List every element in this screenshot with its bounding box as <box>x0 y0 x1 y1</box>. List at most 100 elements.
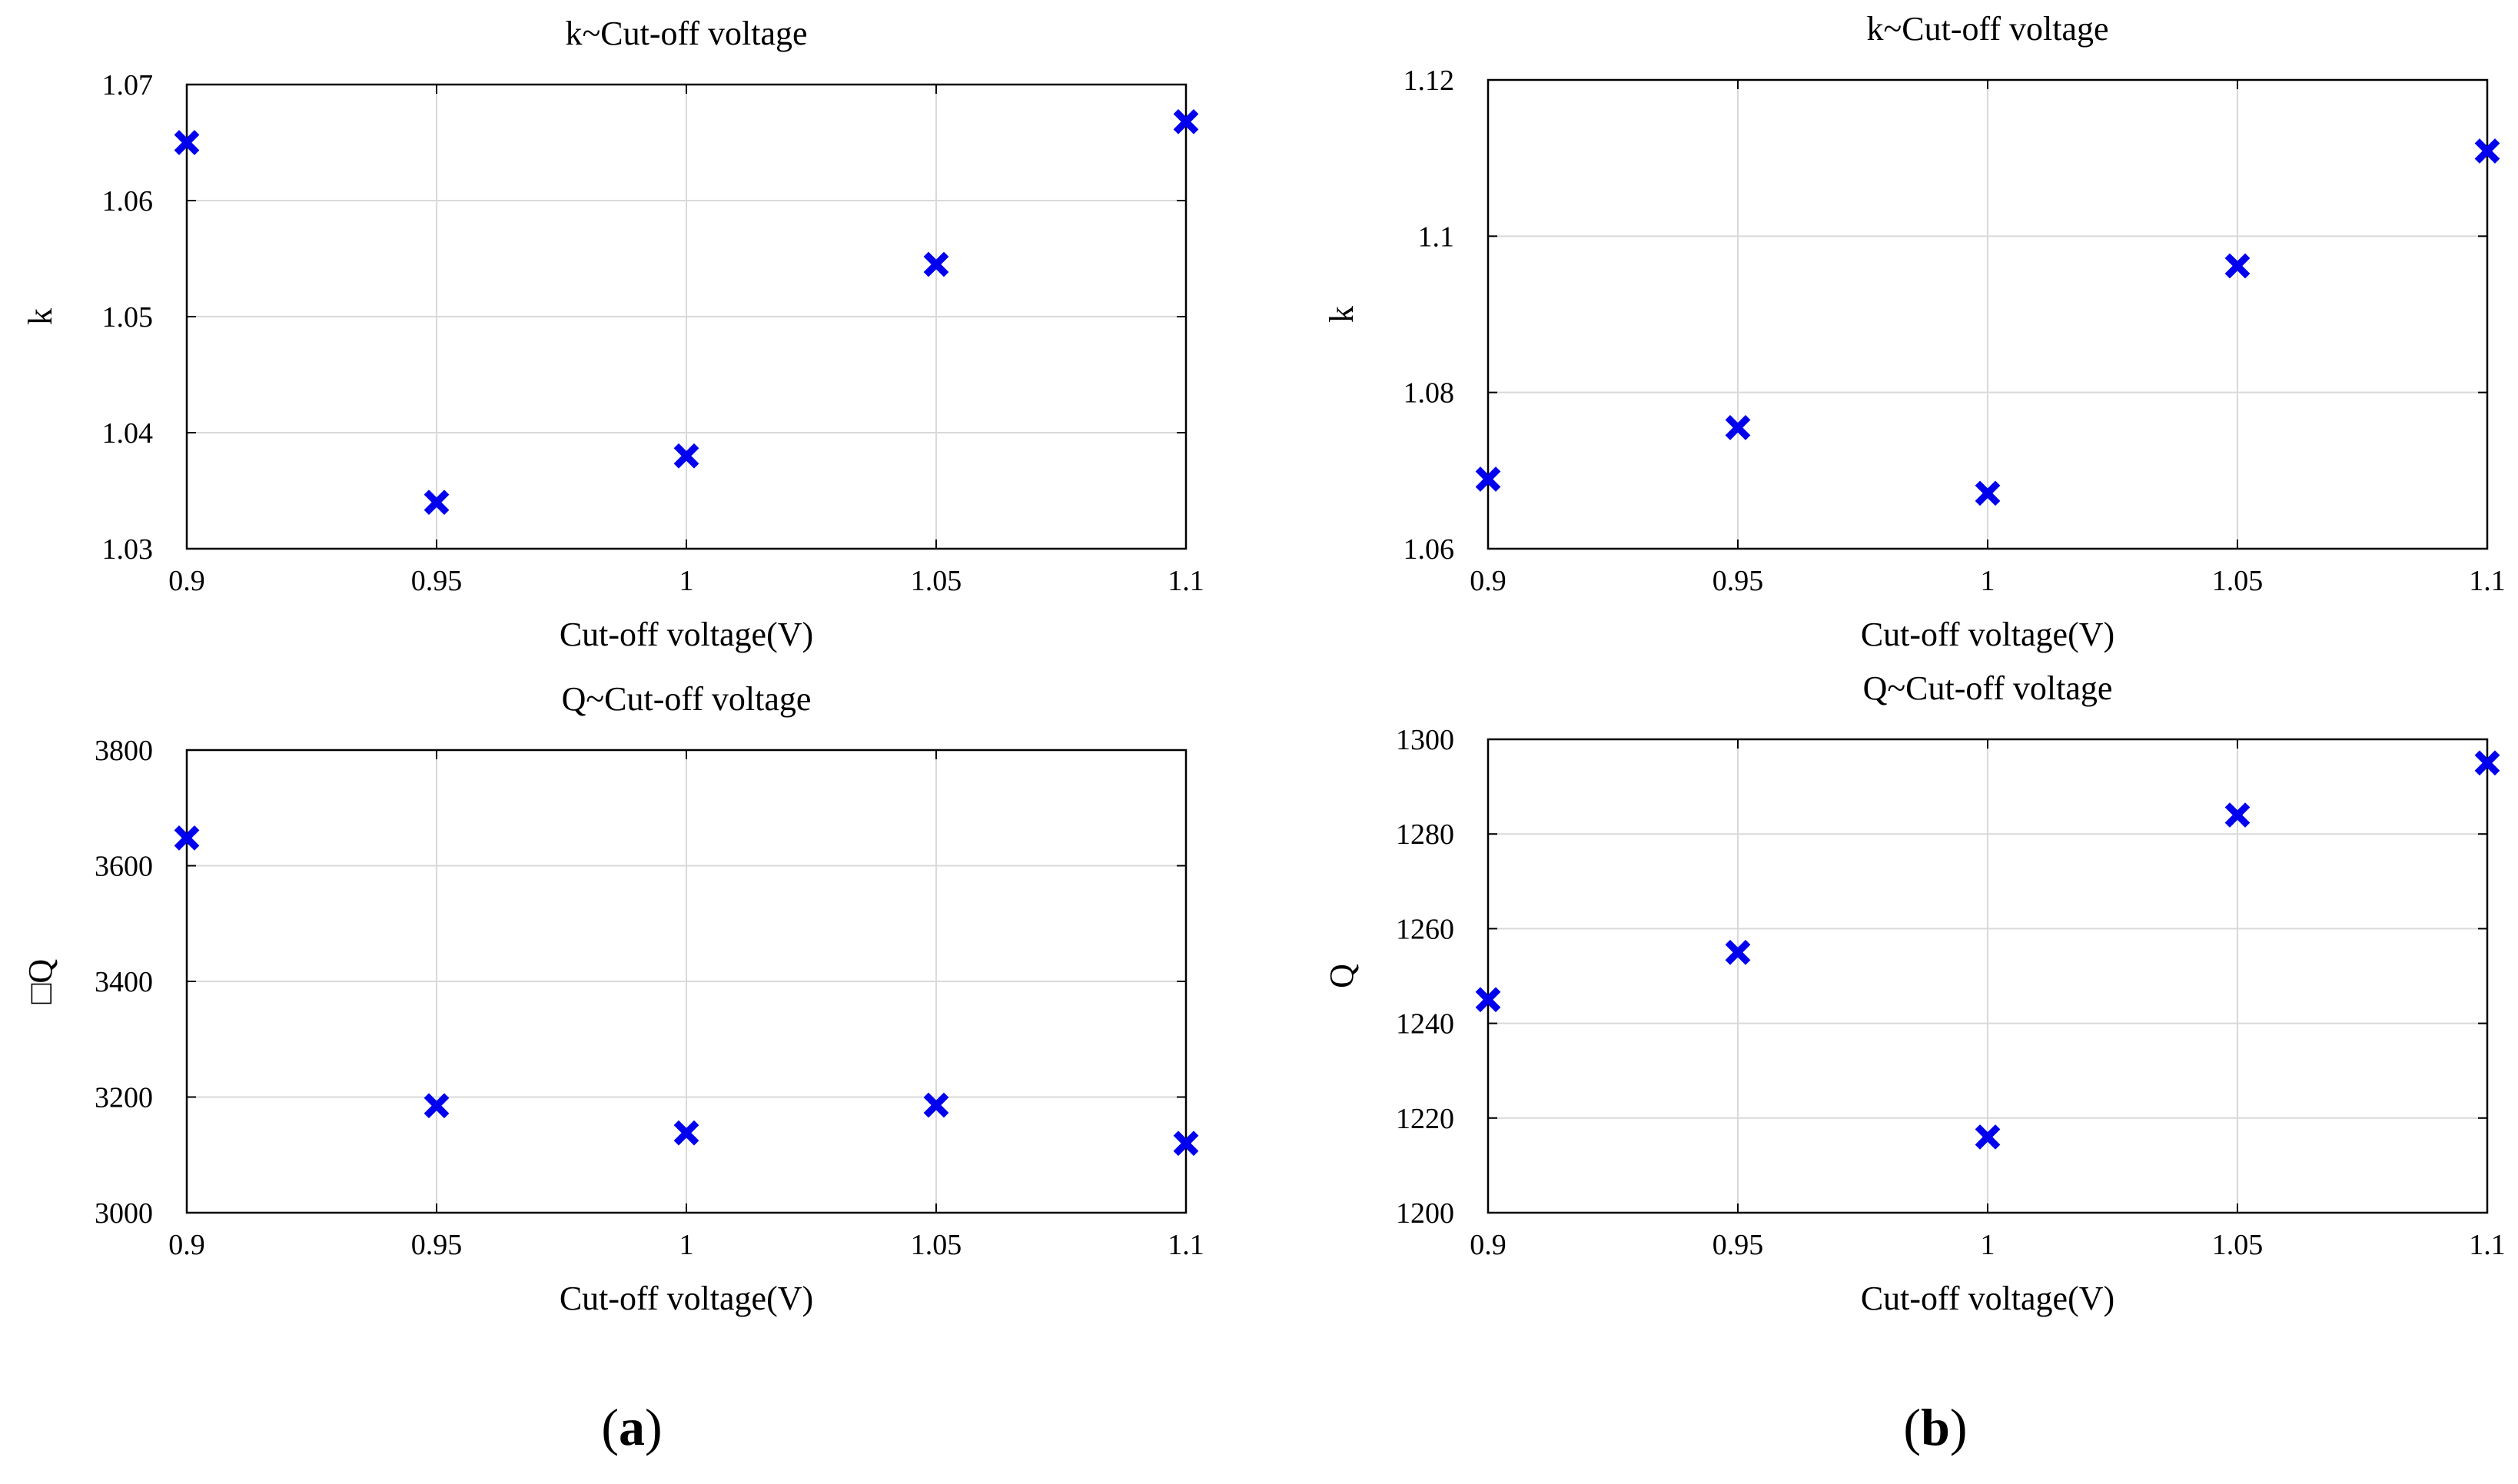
data-point <box>424 1093 450 1119</box>
y-tick-label: 3600 <box>95 851 153 883</box>
x-tick-label: 1.05 <box>2212 565 2264 597</box>
y-tick-label: 1.07 <box>102 69 154 101</box>
x-tick-label: 1 <box>679 565 694 597</box>
charts-container: 0.9 0.95 1 1.05 1.1 1.03 1.04 1.05 1.06 1.07 k~Cut… <box>22 10 2506 1317</box>
x-tick-label: 1.1 <box>1168 1229 1204 1261</box>
x-tick-label: 0.9 <box>168 1229 205 1261</box>
data-point <box>1975 480 2001 506</box>
x-tick-label: 1.1 <box>1168 565 1204 597</box>
axes-box <box>185 83 1188 550</box>
data-point <box>2474 138 2500 164</box>
x-tick-label: 1.1 <box>2469 1229 2506 1261</box>
data-point-stroke <box>1475 466 1501 492</box>
y-tick-label: 1.05 <box>102 301 154 334</box>
y-tick-label: 1260 <box>1396 913 1454 945</box>
x-tick-label: 1 <box>1981 565 1995 597</box>
y-axis-label: k <box>22 308 59 325</box>
data-point <box>923 251 949 277</box>
data-point-stroke <box>673 1120 699 1146</box>
chart-title: k~Cut-off voltage <box>565 15 807 52</box>
y-tick-label: 3200 <box>95 1082 153 1114</box>
data-point-stroke <box>2224 253 2251 279</box>
data-point-stroke <box>424 1093 450 1119</box>
data-point <box>1173 108 1199 134</box>
panel-label-b: (b) <box>1903 1398 1967 1456</box>
axes-box <box>1487 738 2489 1214</box>
data-point <box>673 443 699 469</box>
y-tick-label: 1.06 <box>1404 533 1455 566</box>
data-point-stroke <box>1725 939 1751 965</box>
data-point-stroke <box>174 130 200 155</box>
x-tick-label: 1.1 <box>2469 565 2506 597</box>
y-axis-label: Q <box>1323 964 1360 988</box>
y-tick-label: 1280 <box>1396 818 1454 851</box>
x-tick-label: 1 <box>679 1229 694 1261</box>
y-axis-label: □Q <box>22 959 59 1004</box>
data-point-stroke <box>1725 415 1751 440</box>
y-tick-label: 1.03 <box>102 533 154 566</box>
y-tick-label: 1.1 <box>1418 221 1455 253</box>
x-axis-label: Cut-off voltage(V) <box>560 1280 813 1317</box>
y-tick-label: 1.06 <box>102 185 154 217</box>
y-axis-label: k <box>1323 306 1360 323</box>
x-tick-label: 0.95 <box>1712 1229 1764 1261</box>
chart-title: Q~Cut-off voltage <box>1863 669 2113 707</box>
data-point <box>1475 987 1501 1013</box>
data-point <box>424 490 450 515</box>
x-axis-label: Cut-off voltage(V) <box>560 616 813 653</box>
x-tick-label: 1.05 <box>2212 1229 2264 1261</box>
data-point-stroke <box>1173 108 1199 134</box>
chart-b-bottom: 0.9 0.95 1 1.05 1.1 1200 1220 1240 1260 1280 1300 Q… <box>1323 669 2506 1317</box>
y-tick-label: 3800 <box>95 735 153 767</box>
data-point <box>923 1092 949 1118</box>
data-point-stroke <box>424 490 450 515</box>
data-point <box>174 130 200 155</box>
y-tick-label: 1200 <box>1396 1197 1454 1230</box>
data-point <box>1475 466 1501 492</box>
y-tick-label: 1240 <box>1396 1008 1454 1041</box>
axes-box <box>1487 78 2489 550</box>
data-point <box>2224 253 2251 279</box>
chart-a-bottom: 0.9 0.95 1 1.05 1.1 3000 3200 3400 3600 3800 Q~Cut… <box>22 680 1204 1317</box>
y-tick-label: 1220 <box>1396 1103 1454 1135</box>
y-tick-label: 1300 <box>1396 724 1454 756</box>
data-point-stroke <box>923 1092 949 1118</box>
y-tick-label: 3000 <box>95 1197 153 1230</box>
x-axis-label: Cut-off voltage(V) <box>1861 616 2114 653</box>
chart-title: Q~Cut-off voltage <box>562 680 812 718</box>
data-point-stroke <box>2224 802 2251 828</box>
chart-b-top: 0.9 0.95 1 1.05 1.1 1.06 1.08 1.1 1.12 k~Cut-off … <box>1323 10 2506 653</box>
x-axis-label: Cut-off voltage(V) <box>1861 1280 2114 1317</box>
x-tick-label: 0.95 <box>411 565 463 597</box>
x-tick-label: 0.9 <box>1470 1229 1506 1261</box>
axes-box <box>185 749 1188 1214</box>
y-tick-label: 1.08 <box>1404 377 1455 410</box>
x-tick-label: 1.05 <box>911 1229 962 1261</box>
data-point <box>1975 1124 2001 1150</box>
y-tick-label: 3400 <box>95 966 153 998</box>
x-tick-label: 0.95 <box>411 1229 463 1261</box>
data-point-stroke <box>2474 138 2500 164</box>
panel-label-a: (a) <box>601 1398 662 1456</box>
y-tick-label: 1.04 <box>102 417 154 450</box>
data-point <box>2224 802 2251 828</box>
x-tick-label: 0.95 <box>1712 565 1764 597</box>
y-tick-label: 1.12 <box>1404 65 1455 97</box>
chart-a-top: 0.9 0.95 1 1.05 1.1 1.03 1.04 1.05 1.06 1.07 k~Cut… <box>22 15 1204 653</box>
data-point <box>1173 1130 1199 1157</box>
data-point-stroke <box>2474 750 2500 776</box>
data-point-stroke <box>673 443 699 469</box>
data-point-stroke <box>1975 480 2001 506</box>
data-point <box>673 1120 699 1146</box>
data-point-stroke <box>923 251 949 277</box>
x-tick-label: 1 <box>1981 1229 1995 1261</box>
data-point <box>2474 750 2500 776</box>
x-tick-label: 0.9 <box>1470 565 1506 597</box>
data-point-stroke <box>1975 1124 2001 1150</box>
data-point-stroke <box>1475 987 1501 1013</box>
data-point-stroke <box>174 825 200 851</box>
data-point <box>1725 415 1751 440</box>
data-point <box>1725 939 1751 965</box>
data-point-stroke <box>1173 1130 1199 1157</box>
